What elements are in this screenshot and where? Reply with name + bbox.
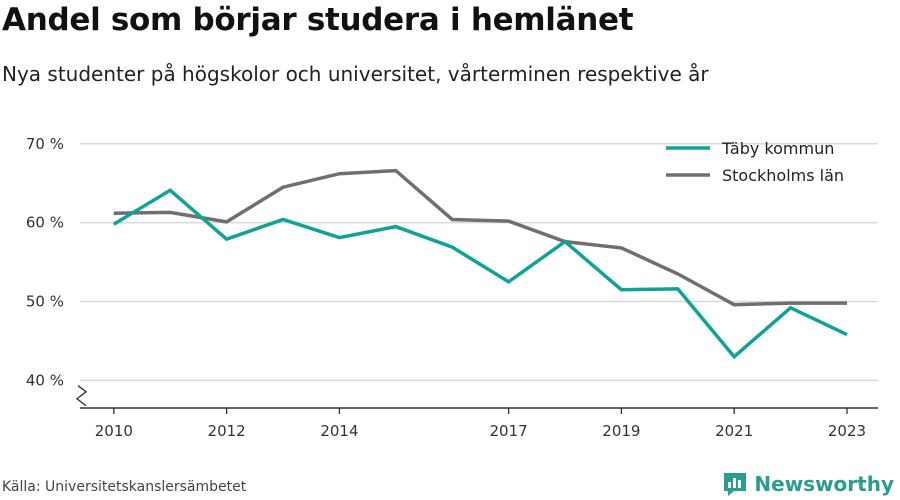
legend-label-stockholms-län: Stockholms län	[722, 166, 844, 185]
x-tick-label-2010: 2010	[95, 422, 133, 440]
y-tick-label-40: 40 %	[26, 371, 64, 389]
x-tick-label-2012: 2012	[208, 422, 246, 440]
legend-label-täby-kommun: Täby kommun	[721, 139, 834, 158]
y-tick-label-60: 60 %	[26, 214, 64, 232]
bar-chart-logo-icon	[724, 473, 747, 496]
y-tick-label-70: 70 %	[26, 135, 64, 153]
chart-subtitle: Nya studenter på högskolor och universit…	[2, 62, 709, 86]
x-tick-label-2023: 2023	[828, 422, 866, 440]
series-line-täby-kommun	[112, 188, 848, 360]
y-tick-label-50: 50 %	[26, 293, 64, 311]
y-axis-ticks: 40 % 50 % 60 % 70 %	[26, 135, 88, 407]
legend: Täby kommun Stockholms län	[666, 139, 844, 185]
chart-title: Andel som börjar studera i hemlänet	[2, 2, 634, 38]
brand-logo: Newsworthy	[722, 469, 894, 499]
source-note: Källa: Universitetskanslersämbetet	[2, 479, 247, 495]
x-tick-label-2014: 2014	[320, 422, 358, 440]
series-line-stockholms-län	[113, 168, 847, 307]
series-lines	[112, 168, 848, 360]
x-tick-label-2019: 2019	[602, 422, 640, 440]
x-axis: 2010 2012 2014 2017 2019 2021 2023	[80, 407, 878, 440]
x-tick-label-2021: 2021	[715, 422, 753, 440]
gridlines	[80, 143, 878, 382]
brand-name: Newsworthy	[754, 472, 894, 496]
x-tick-label-2017: 2017	[490, 422, 528, 440]
axis-break-icon	[75, 385, 88, 407]
